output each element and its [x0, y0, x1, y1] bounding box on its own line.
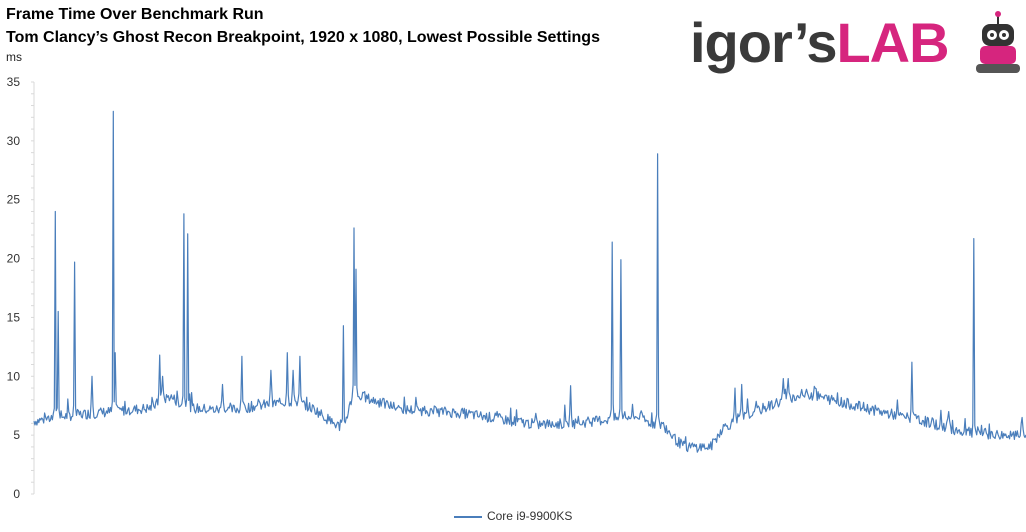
y-tick-label: 15 [7, 310, 21, 324]
y-tick-label: 20 [7, 252, 21, 266]
y-tick-label: 30 [7, 134, 21, 148]
logo-wordmark: igor’sLAB [690, 10, 950, 76]
y-tick-label: 35 [7, 75, 21, 89]
y-tick-label: 10 [7, 369, 21, 383]
igorslab-logo: igor’sLAB [690, 10, 1022, 76]
logo-text-igors: igor’s [690, 11, 837, 74]
logo-text-lab: LAB [836, 11, 949, 74]
y-axis-unit-label: ms [6, 50, 22, 64]
chart-subtitle: Tom Clancy’s Ghost Recon Breakpoint, 192… [6, 29, 600, 46]
legend: Core i9-9900KS [0, 509, 1026, 523]
legend-line-swatch [453, 515, 482, 518]
robot-mascot-icon [976, 11, 1020, 73]
series-line-0 [33, 110, 1026, 453]
chart-title: Frame Time Over Benchmark Run [6, 6, 264, 23]
y-tick-label: 5 [13, 428, 20, 442]
legend-series-label: Core i9-9900KS [486, 509, 573, 523]
y-tick-label: 0 [13, 487, 20, 501]
y-tick-label: 25 [7, 193, 21, 207]
